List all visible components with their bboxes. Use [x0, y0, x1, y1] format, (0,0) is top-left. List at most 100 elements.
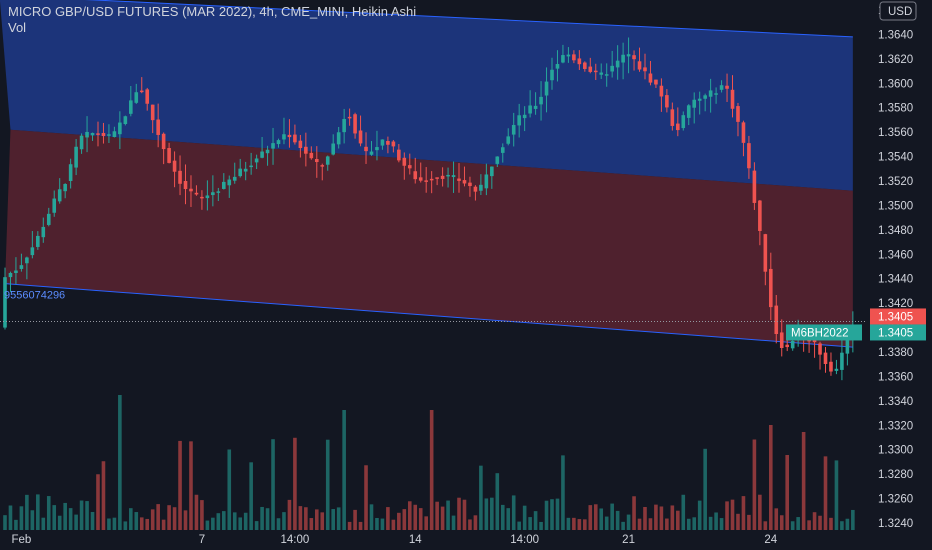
candle-body [161, 133, 166, 150]
candle-body [692, 99, 697, 108]
candle-body [41, 226, 46, 238]
volume-bar [397, 512, 401, 530]
volume-bar [375, 517, 379, 530]
last-price-tag-green [870, 324, 926, 341]
volume-bar [588, 505, 593, 530]
candle-body [167, 148, 171, 163]
volume-bar [238, 517, 243, 530]
candle-body [615, 60, 620, 68]
volume-bar [96, 474, 100, 530]
candle-body [670, 109, 675, 126]
candle-body [293, 134, 297, 143]
volume-bar [150, 509, 155, 530]
candle-body [621, 54, 625, 63]
volume-bar [74, 514, 78, 530]
candle-body [397, 149, 401, 161]
volume-bar [79, 500, 84, 530]
volume-bar [834, 460, 839, 530]
volume-bar [610, 503, 614, 530]
volume-bar [52, 505, 57, 530]
volume-bar [369, 504, 374, 530]
time-tick-label: 14 [409, 534, 422, 546]
volume-bar [222, 511, 226, 530]
volume-bar [320, 512, 325, 530]
candle-body [610, 65, 614, 72]
candle-body [741, 122, 746, 143]
candle-body [736, 106, 740, 122]
volume-bar [725, 501, 729, 530]
candle-body [391, 141, 396, 147]
volume-bar [736, 513, 740, 530]
candle-body [57, 189, 62, 202]
candle-body [490, 166, 494, 177]
volume-bar [112, 517, 117, 530]
volume-bar [282, 512, 286, 530]
currency-label[interactable]: USD [888, 6, 912, 18]
volume-bar [216, 513, 221, 530]
time-tick-label: 7 [199, 534, 205, 546]
candle-body [402, 157, 407, 166]
candle-body [271, 143, 275, 149]
candle-body [238, 168, 243, 177]
candle-body [747, 143, 751, 169]
candle-body [763, 234, 768, 272]
price-tags: 1.3405 1.3405 M6BH2022 9556074296 [0, 290, 926, 341]
candle-body [604, 74, 609, 76]
volume-bar [686, 518, 691, 530]
candle-body [583, 62, 587, 69]
volume-bar [807, 520, 811, 530]
candle-body [511, 124, 516, 135]
volume-bar [358, 521, 363, 530]
price-tick-label: 1.3300 [878, 445, 913, 457]
price-tick-label: 1.3580 [878, 103, 913, 115]
volume-bar [386, 507, 390, 530]
currency-box[interactable] [879, 1, 917, 21]
candle-body [829, 361, 833, 372]
volume-bar [801, 431, 806, 530]
candle-body [714, 93, 718, 95]
volume-bar [490, 497, 494, 530]
candle-body [364, 146, 368, 152]
candle-body [774, 305, 779, 334]
volume-bar [211, 517, 215, 530]
volume-bar [500, 504, 505, 530]
candle-body [194, 192, 199, 195]
volume-bar [249, 462, 253, 530]
volume-bar [703, 448, 707, 530]
candle-body [577, 58, 582, 65]
volume-bar [479, 465, 483, 530]
candle-body [211, 192, 215, 196]
candle-body [227, 179, 232, 186]
candle-body [200, 196, 204, 199]
volume-bar [413, 504, 418, 530]
price-tick-label: 1.3520 [878, 176, 913, 188]
volume-bar [495, 473, 500, 530]
volume-bar [823, 456, 828, 530]
candle-body [265, 149, 270, 154]
price-tick-label: 1.3560 [878, 127, 913, 139]
volume-bar [539, 521, 543, 530]
candle-body [254, 158, 259, 163]
candle-body [101, 132, 106, 137]
candle-body [8, 272, 13, 278]
candle-body [708, 90, 713, 97]
candle-body [462, 180, 467, 184]
candle-body [249, 165, 253, 168]
candle-body [375, 147, 379, 151]
time-axis[interactable]: Feb 7 14:00 14 14:00 21 24 [11, 534, 777, 546]
price-axis[interactable]: 1.3240 1.3260 1.3280 1.3300 1.3320 1.3340 1.33… [878, 1, 917, 530]
candle-body [823, 352, 828, 364]
candle-body [676, 123, 680, 131]
volume-bar [446, 500, 450, 530]
volume-bar [621, 521, 625, 530]
candle-body [845, 339, 850, 354]
volume-bar [681, 494, 686, 530]
volume-bar [424, 516, 428, 530]
price-tick-label: 1.3340 [878, 396, 913, 408]
candle-body [517, 115, 521, 126]
volume-bar [101, 461, 106, 530]
candle-body [19, 265, 24, 269]
volume-bar [156, 504, 160, 530]
candle-body [320, 165, 325, 167]
